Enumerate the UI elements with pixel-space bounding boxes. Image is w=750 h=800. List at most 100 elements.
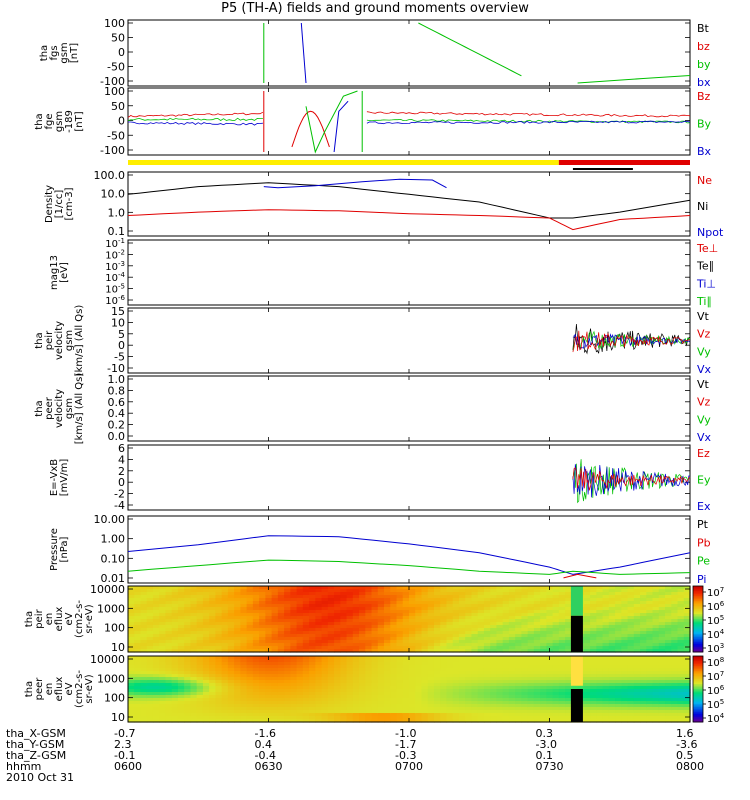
y-tick-label: 15: [111, 305, 125, 318]
y-axis-label: eflux: [54, 607, 65, 632]
series-line: [128, 121, 263, 126]
y-axis-label: [mV/m]: [59, 459, 70, 497]
footer-value: 0600: [114, 760, 142, 773]
y-axis-label: (cm2-s-: [74, 600, 85, 638]
y-tick-label: 0: [118, 339, 125, 352]
legend-by: by: [697, 58, 711, 71]
legend-Ti⊥: Ti⊥: [696, 277, 716, 290]
chart-title: P5 (TH-A) fields and ground moments over…: [221, 1, 529, 16]
y-axis-label: [km/s] (All Qs): [74, 373, 85, 445]
y-tick-label: 0: [118, 476, 125, 489]
y-tick-label: 0.1: [108, 225, 126, 238]
colorbar-tick: 106: [707, 684, 725, 697]
y-tick-label: 10: [111, 316, 125, 329]
y-axis-label: eV: [64, 612, 75, 625]
y-axis-label: [km/s] (All Qs): [74, 305, 85, 377]
footer-label: hhmm: [6, 760, 42, 773]
legend-Vz: Vz: [697, 396, 711, 409]
y-tick-label: 100: [104, 17, 125, 30]
y-tick-label: 10.00: [94, 513, 126, 526]
footer-row-2: tha_Z-GSM -0.1 -0.4 -0.3 0.1 0.5: [0, 749, 750, 763]
y-axis-label: velocity: [54, 321, 65, 360]
y-axis-label: -189: [64, 110, 75, 133]
y-axis-label: Pressure: [49, 528, 60, 571]
y-axis-label: velocity: [54, 389, 65, 428]
series-line: [291, 110, 330, 148]
legend-Pe: Pe: [697, 555, 710, 568]
footer-label: tha_Z-GSM: [6, 749, 67, 762]
footer-value: 0.3: [535, 727, 554, 740]
y-axis-label: E=-VxB: [49, 459, 60, 496]
series-line: [577, 75, 691, 84]
y-tick-label: -2: [114, 488, 125, 501]
y-axis-label: sr-eV): [84, 674, 95, 703]
y-axis-label: tha: [34, 400, 45, 416]
legend-Vx: Vx: [697, 431, 712, 444]
y-axis-label: fgs: [49, 45, 60, 60]
colorbar-tick: 103: [707, 642, 724, 655]
y-tick-label: 0.6: [108, 396, 126, 409]
colorbar-tick: 107: [707, 586, 724, 599]
legend-bz: bz: [697, 40, 710, 53]
y-tick-label: 100.0: [94, 169, 126, 182]
y-axis-label: eflux: [54, 677, 65, 702]
legend-Bt: Bt: [697, 22, 710, 35]
colorbar-tick: 104: [707, 628, 725, 641]
footer-value: 0630: [254, 760, 283, 773]
footer-value: 0.5: [676, 749, 694, 762]
y-axis-label: en: [44, 613, 55, 626]
y-tick-label: -5: [114, 351, 125, 364]
footer-value: -3.6: [676, 738, 698, 751]
series-line: [418, 22, 522, 77]
panel-frame: [127, 375, 691, 442]
series-line: [127, 559, 691, 575]
y-tick-label: 10000: [90, 653, 125, 666]
series-line: [572, 464, 691, 498]
y-axis-label: gsm: [64, 330, 75, 351]
y-tick-label: 0.8: [108, 384, 126, 397]
y-axis-label: [eV]: [59, 262, 70, 283]
colorbar-tick: 108: [707, 656, 724, 669]
series-line: [127, 182, 691, 219]
y-axis-label: tha: [34, 332, 45, 348]
y-tick-label: 0.0: [108, 430, 126, 443]
y-tick-label: -4: [114, 499, 125, 512]
y-tick-label: -50: [107, 61, 125, 74]
y-tick-label: 5: [118, 328, 125, 341]
footer-value: 0730: [535, 760, 564, 773]
y-axis-label: sr-eV): [84, 604, 95, 633]
y-axis-label: peer: [34, 677, 45, 701]
series-line: [127, 209, 691, 231]
y-axis-label: [nT]: [69, 43, 80, 63]
y-tick-label: -100: [100, 75, 125, 88]
legend-Vt: Vt: [697, 378, 710, 391]
footer-value: -0.7: [114, 727, 136, 740]
panel-frame: [127, 19, 691, 87]
y-axis-label: tha: [34, 113, 45, 129]
footer-value: 0.1: [535, 749, 554, 762]
footer-value: 1.6: [676, 727, 694, 740]
y-tick-label: 50: [111, 32, 125, 45]
y-tick-label: 100: [104, 622, 125, 635]
y-tick-label: 50: [111, 100, 125, 113]
y-tick-label: 2: [118, 465, 125, 478]
y-tick-label: 100: [104, 85, 125, 98]
footer-value: 2.3: [114, 738, 132, 751]
legend-Vy: Vy: [697, 345, 711, 358]
legend-Vt: Vt: [697, 310, 710, 323]
y-tick-label: -50: [107, 129, 125, 142]
y-tick-label: 10.0: [101, 188, 126, 201]
y-axis-label: en: [44, 683, 55, 696]
y-tick-label: 0: [118, 46, 125, 59]
y-tick-label: 10: [111, 711, 125, 724]
legend-By: By: [697, 118, 712, 131]
legend-Bz: Bz: [697, 90, 711, 103]
footer-date: 2010 Oct 31: [6, 771, 75, 784]
series-line: [366, 120, 691, 125]
series-line: [300, 22, 307, 84]
colorbar-tick: 107: [707, 670, 724, 683]
y-axis-label: fge: [44, 113, 55, 129]
